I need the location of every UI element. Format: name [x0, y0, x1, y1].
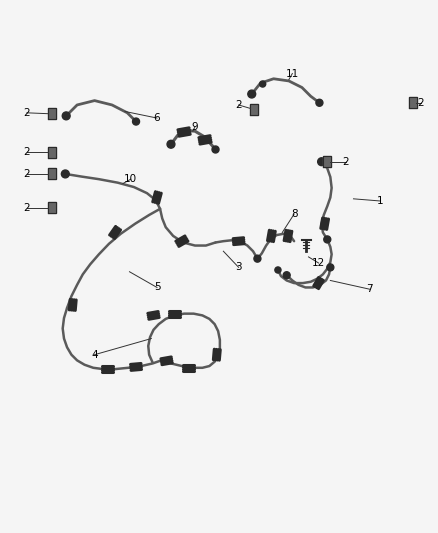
Text: 2: 2 [235, 100, 242, 110]
Text: 2: 2 [24, 147, 30, 157]
Text: 7: 7 [366, 284, 373, 294]
Text: 11: 11 [286, 69, 299, 78]
Text: 2: 2 [24, 169, 30, 179]
Polygon shape [410, 97, 417, 108]
Text: 3: 3 [235, 262, 242, 272]
Circle shape [324, 236, 331, 243]
Circle shape [327, 264, 334, 271]
Text: 12: 12 [312, 258, 325, 268]
Text: 9: 9 [192, 122, 198, 132]
Polygon shape [250, 104, 258, 115]
Text: 2: 2 [24, 203, 30, 213]
Circle shape [62, 112, 70, 120]
Text: 5: 5 [154, 282, 160, 293]
Circle shape [167, 140, 175, 148]
Circle shape [318, 158, 325, 166]
Circle shape [254, 255, 261, 262]
Circle shape [248, 90, 256, 98]
Circle shape [260, 81, 266, 87]
Circle shape [61, 170, 69, 178]
Text: 8: 8 [291, 209, 297, 219]
Polygon shape [48, 147, 56, 158]
Text: 2: 2 [24, 108, 30, 118]
Circle shape [212, 146, 219, 153]
Text: 2: 2 [343, 157, 349, 167]
Circle shape [283, 272, 290, 279]
Circle shape [133, 118, 140, 125]
Polygon shape [323, 156, 331, 167]
Circle shape [275, 267, 281, 273]
Text: 10: 10 [124, 174, 138, 184]
Text: 2: 2 [417, 98, 424, 108]
Circle shape [316, 99, 323, 106]
Polygon shape [48, 108, 56, 119]
Text: 6: 6 [154, 113, 160, 123]
Polygon shape [48, 202, 56, 213]
Polygon shape [48, 168, 56, 180]
Text: 1: 1 [377, 196, 384, 206]
Text: 4: 4 [91, 350, 98, 360]
